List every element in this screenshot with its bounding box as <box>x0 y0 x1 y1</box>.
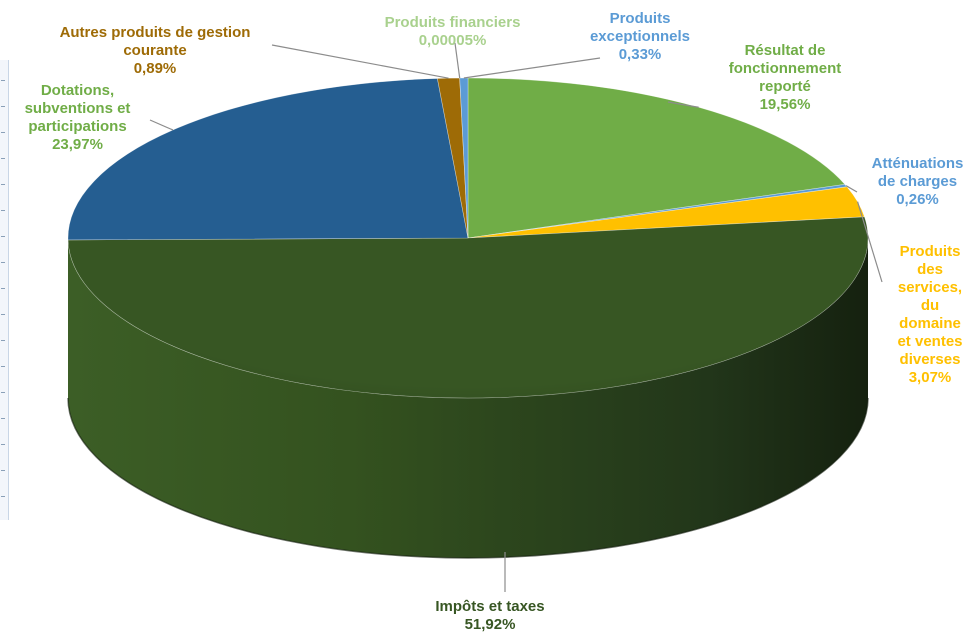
strip-tick <box>1 132 5 133</box>
label-line: domaine <box>899 315 961 332</box>
label-line: courante <box>123 42 187 59</box>
label-line: services, <box>897 279 963 296</box>
label-dotations: Dotations, subventions et participations… <box>5 82 150 154</box>
label-line: fonctionnement <box>728 60 842 77</box>
strip-tick <box>1 366 5 367</box>
left-panel-strip <box>0 60 9 520</box>
label-line: subventions et <box>24 100 131 117</box>
label-value: 51,92% <box>464 616 516 633</box>
strip-tick <box>1 210 5 211</box>
label-line: reporté <box>759 78 811 95</box>
strip-tick <box>1 314 5 315</box>
label-line: de charges <box>877 173 958 190</box>
pie-bottom-edge <box>67 397 869 559</box>
label-value: 3,07% <box>908 369 952 386</box>
label-line: Atténuations <box>871 155 964 172</box>
strip-tick <box>1 288 5 289</box>
label-line: des <box>917 261 943 278</box>
label-line: Impôts et taxes <box>435 598 545 615</box>
strip-tick <box>1 444 5 445</box>
strip-tick <box>1 496 5 497</box>
leader-line <box>271 44 449 79</box>
leader-line <box>667 101 699 108</box>
leader-line <box>845 185 858 193</box>
label-attenuations: Atténuations de charges 0,26% <box>855 155 980 209</box>
strip-tick <box>1 184 5 185</box>
strip-tick <box>1 80 5 81</box>
label-resultat: Résultat de fonctionnement reporté 19,56… <box>700 42 870 114</box>
label-value: 0,33% <box>618 46 662 63</box>
label-line: du <box>920 297 940 314</box>
label-value: 23,97% <box>52 136 103 153</box>
label-line: participations <box>28 118 127 135</box>
strip-tick <box>1 340 5 341</box>
label-value: 0,00005% <box>418 32 487 49</box>
label-produits-services: Produits des services, du domaine et ven… <box>880 243 980 387</box>
label-exceptionnels: Produits exceptionnels 0,33% <box>565 10 715 64</box>
label-line: Produits <box>899 243 961 260</box>
leader-line <box>149 119 174 131</box>
label-value: 19,56% <box>759 96 811 113</box>
label-line: exceptionnels <box>589 28 691 45</box>
pie-top-shading <box>68 78 868 398</box>
label-line: Résultat de <box>744 42 826 59</box>
pie-top-slices <box>67 77 869 399</box>
label-financiers: Produits financiers 0,00005% <box>360 14 545 50</box>
label-value: 0,26% <box>896 191 939 208</box>
label-line: Produits <box>609 10 671 27</box>
label-autres: Autres produits de gestion courante 0,89… <box>25 24 285 78</box>
strip-tick <box>1 236 5 237</box>
label-line: Dotations, <box>40 82 115 99</box>
label-line: Produits financiers <box>384 14 521 31</box>
label-impots: Impôts et taxes 51,92% <box>380 598 600 634</box>
strip-tick <box>1 470 5 471</box>
label-value: 0,89% <box>133 60 177 77</box>
strip-tick <box>1 392 5 393</box>
leader-line <box>454 42 461 79</box>
label-line: Autres produits de gestion <box>59 24 251 41</box>
leader-line <box>856 201 883 283</box>
strip-tick <box>1 262 5 263</box>
leader-line <box>463 57 601 79</box>
strip-tick <box>1 418 5 419</box>
strip-tick <box>1 158 5 159</box>
label-line: et ventes <box>897 333 963 350</box>
label-line: diverses <box>899 351 961 368</box>
leader-lines <box>149 42 883 592</box>
strip-tick <box>1 106 5 107</box>
